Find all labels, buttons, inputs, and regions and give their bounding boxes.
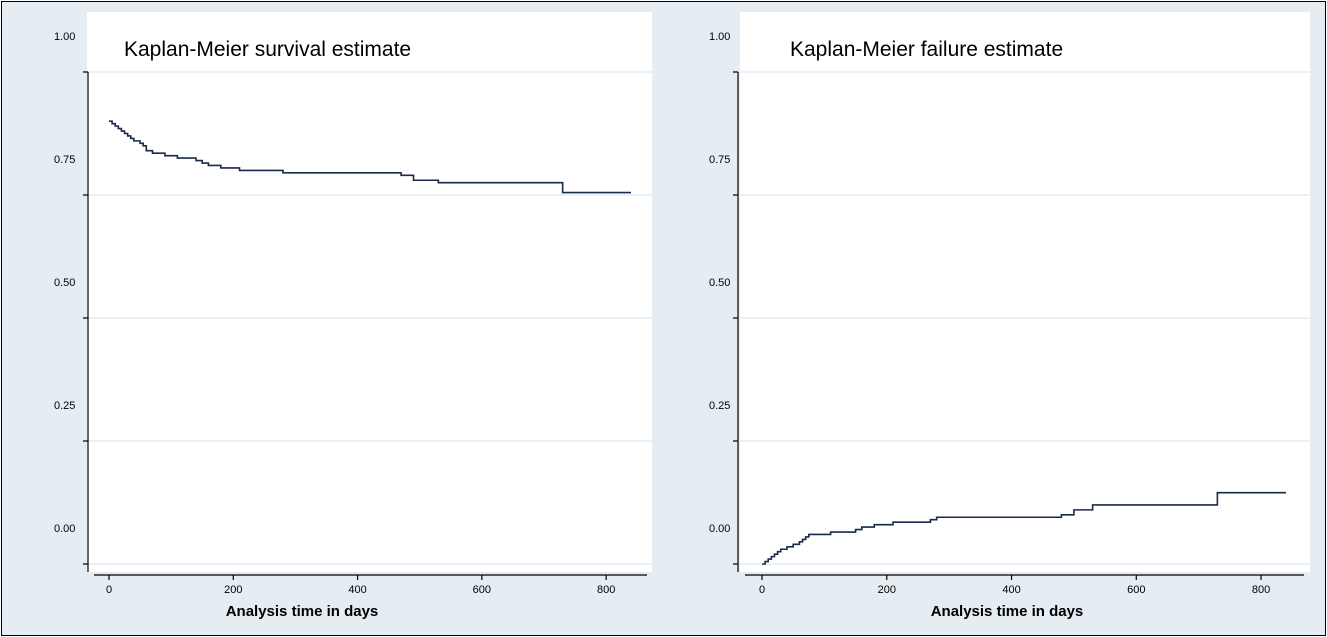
x-tick-label: 200 (878, 584, 896, 596)
failure-chart: Kaplan-Meier failure estimate Analysis t… (709, 12, 1310, 620)
km-step-line (109, 120, 631, 194)
plot-area (87, 12, 652, 572)
chart-title: Kaplan-Meier survival estimate (124, 38, 411, 61)
x-tick-label: 200 (224, 584, 242, 596)
x-tick-label: 800 (1252, 584, 1270, 596)
y-tick-label: 0.50 (54, 277, 75, 289)
x-tick-label: 0 (106, 584, 112, 596)
y-tick-label: 0.25 (54, 400, 75, 412)
survival-chart: Kaplan-Meier survival estimate Analysis … (54, 12, 652, 620)
x-tick-label: 600 (1127, 584, 1145, 596)
failure-panel: Kaplan-Meier failure estimate Analysis t… (662, 2, 1325, 635)
y-tick-label: 0.50 (709, 277, 730, 289)
y-tick-label: 1.00 (709, 31, 730, 43)
y-tick-label: 1.00 (54, 31, 75, 43)
y-tick-label: 0.75 (709, 154, 730, 166)
x-axis-title: Analysis time in days (931, 603, 1084, 620)
y-tick-label: 0.00 (54, 523, 75, 535)
x-tick-label: 600 (473, 584, 491, 596)
survival-panel: Kaplan-Meier survival estimate Analysis … (2, 2, 662, 635)
y-tick-label: 0.25 (709, 400, 730, 412)
plot-area (740, 12, 1310, 572)
x-axis-title: Analysis time in days (226, 603, 379, 620)
x-tick-label: 400 (348, 584, 366, 596)
x-tick-label: 400 (1002, 584, 1020, 596)
chart-title: Kaplan-Meier failure estimate (790, 38, 1063, 61)
x-tick-label: 0 (759, 584, 765, 596)
x-tick-label: 800 (597, 584, 615, 596)
y-tick-label: 0.75 (54, 154, 75, 166)
y-tick-label: 0.00 (709, 523, 730, 535)
km-step-line (762, 491, 1286, 565)
